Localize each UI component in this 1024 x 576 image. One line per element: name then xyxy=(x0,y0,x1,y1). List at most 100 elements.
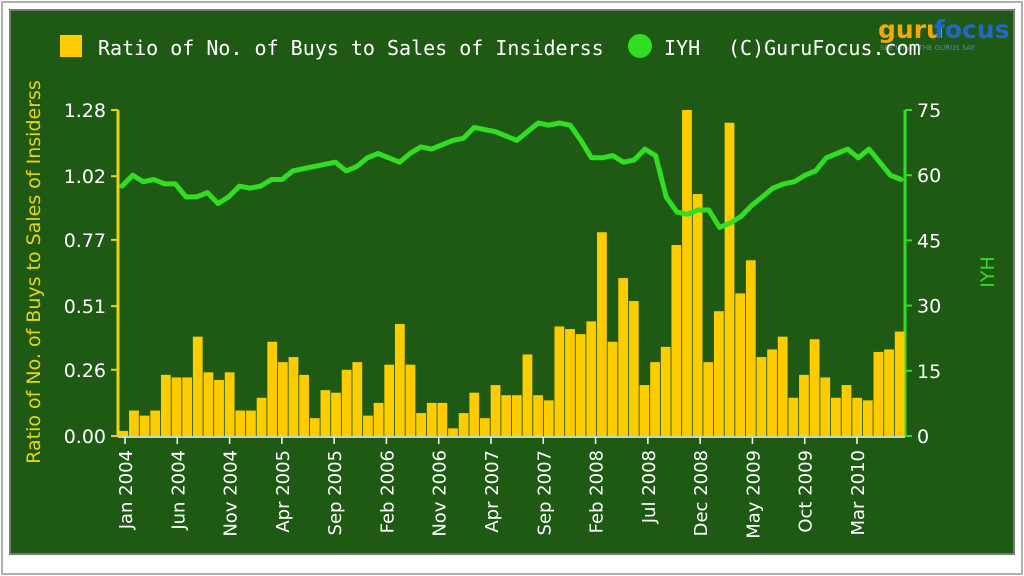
bar xyxy=(597,232,607,436)
legend-bar-swatch xyxy=(60,35,82,57)
right-tick-label: 75 xyxy=(917,100,941,122)
bar xyxy=(713,311,724,436)
bar xyxy=(480,418,490,436)
bar xyxy=(299,374,309,437)
bar xyxy=(458,413,469,436)
bar xyxy=(628,301,639,436)
bar xyxy=(341,369,352,436)
x-tick-label: Dec 2008 xyxy=(691,450,712,536)
right-tick-label: 15 xyxy=(917,361,941,383)
bar xyxy=(756,357,767,436)
bar xyxy=(639,385,650,436)
legend-line-label: IYH xyxy=(664,36,700,60)
bar xyxy=(884,349,894,436)
logo-text-left: guru xyxy=(878,15,944,44)
bar xyxy=(118,430,129,436)
legend-credit: (C)GuruFocus.com xyxy=(728,36,921,60)
bar xyxy=(830,397,841,436)
bar xyxy=(363,415,373,437)
bar xyxy=(522,354,533,436)
left-tick-label: 0.77 xyxy=(64,230,106,252)
right-tick-label: 30 xyxy=(917,296,941,318)
gurufocus-logo: guru focus SEE WHAT THE GURUS SAY xyxy=(878,15,1010,52)
bar xyxy=(777,336,788,436)
legend-bar-label: Ratio of No. of Buys to Sales of Insider… xyxy=(98,36,604,60)
bar xyxy=(203,372,214,436)
left-axis: 1.28 1.02 0.77 0.51 0.26 0.00 xyxy=(64,100,120,448)
bar xyxy=(448,428,458,436)
x-tick-label: Feb 2006 xyxy=(377,450,398,533)
left-tick-label: 0.26 xyxy=(64,360,106,382)
left-axis-title: Ratio of No. of Buys to Sales of Insider… xyxy=(23,80,45,464)
left-axis-ticks: 1.28 1.02 0.77 0.51 0.26 0.00 xyxy=(64,100,118,448)
bar xyxy=(267,341,278,436)
x-tick-label: Jan 2004 xyxy=(116,450,137,530)
bar xyxy=(788,397,799,436)
x-tick-label: May 2009 xyxy=(743,450,764,539)
bar xyxy=(703,362,714,436)
bar xyxy=(394,323,405,436)
left-tick-label: 0.51 xyxy=(64,296,106,318)
bar xyxy=(331,392,341,436)
bar xyxy=(511,395,522,436)
bar xyxy=(426,402,437,436)
logo-tagline: SEE WHAT THE GURUS SAY xyxy=(880,44,976,52)
bar xyxy=(246,410,256,436)
bar xyxy=(820,377,831,436)
bar xyxy=(129,410,139,436)
right-axis-ticks: 75 60 45 30 15 0 xyxy=(905,100,941,448)
x-tick-label: Apr 2007 xyxy=(482,450,503,533)
x-tick-label: Jul 2008 xyxy=(639,450,660,524)
left-tick-label: 0.00 xyxy=(64,426,106,448)
bar xyxy=(352,362,363,436)
right-tick-label: 45 xyxy=(917,230,941,252)
bar xyxy=(533,395,543,436)
bar xyxy=(852,397,863,436)
bar xyxy=(692,194,703,436)
bar xyxy=(809,339,820,436)
x-tick-label: Mar 2010 xyxy=(848,450,869,536)
x-tick-label: Apr 2005 xyxy=(273,450,294,533)
x-tick-label: Jun 2004 xyxy=(168,450,189,531)
bar xyxy=(618,278,629,436)
bar xyxy=(416,413,426,436)
bar xyxy=(171,377,182,436)
bar xyxy=(575,334,586,437)
right-tick-label: 60 xyxy=(917,165,941,187)
bar xyxy=(799,374,809,437)
bar xyxy=(873,351,884,436)
bar xyxy=(235,410,246,436)
bar xyxy=(214,379,224,436)
bar xyxy=(501,395,512,436)
bar xyxy=(862,400,873,436)
bar xyxy=(767,349,777,436)
bar xyxy=(288,357,299,436)
legend-line-swatch xyxy=(628,34,652,58)
bar xyxy=(745,260,756,436)
bar xyxy=(182,377,193,436)
bar xyxy=(469,392,480,436)
bar xyxy=(160,374,171,437)
bar xyxy=(150,410,161,436)
bar xyxy=(671,244,682,436)
bar xyxy=(192,336,203,436)
left-tick-label: 1.02 xyxy=(64,166,106,188)
bar xyxy=(224,372,235,436)
iyh-line xyxy=(119,120,904,230)
bar xyxy=(490,385,501,436)
bar xyxy=(894,331,905,436)
x-tick-label: Sep 2007 xyxy=(534,450,555,535)
x-tick-label: Nov 2006 xyxy=(430,450,451,537)
bar xyxy=(543,400,554,436)
x-tick-label: Feb 2008 xyxy=(587,450,608,533)
right-tick-label: 0 xyxy=(917,426,929,448)
logo-text-right: focus xyxy=(934,15,1010,44)
bar xyxy=(309,418,320,436)
bar xyxy=(256,397,267,436)
bar xyxy=(650,362,660,436)
bar xyxy=(682,110,692,436)
x-tick-label: Nov 2004 xyxy=(221,450,242,537)
legend: Ratio of No. of Buys to Sales of Insider… xyxy=(60,34,921,60)
